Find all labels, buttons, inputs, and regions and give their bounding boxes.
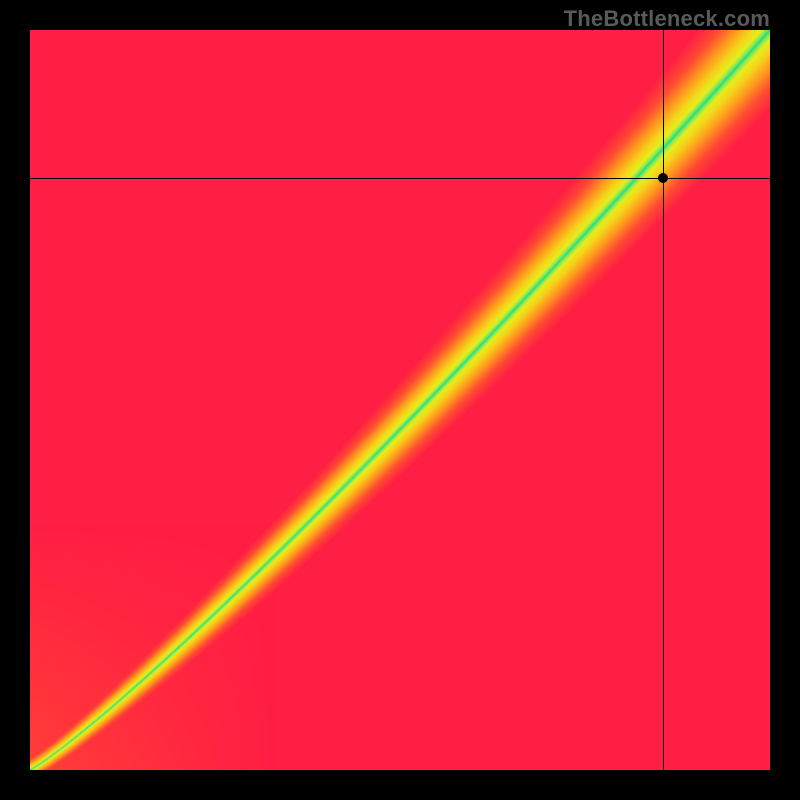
watermark-text: TheBottleneck.com [564,6,770,32]
plot-area [30,30,770,770]
bottleneck-heatmap-canvas [30,30,770,770]
crosshair-vertical [663,30,664,770]
crosshair-marker [658,173,668,183]
